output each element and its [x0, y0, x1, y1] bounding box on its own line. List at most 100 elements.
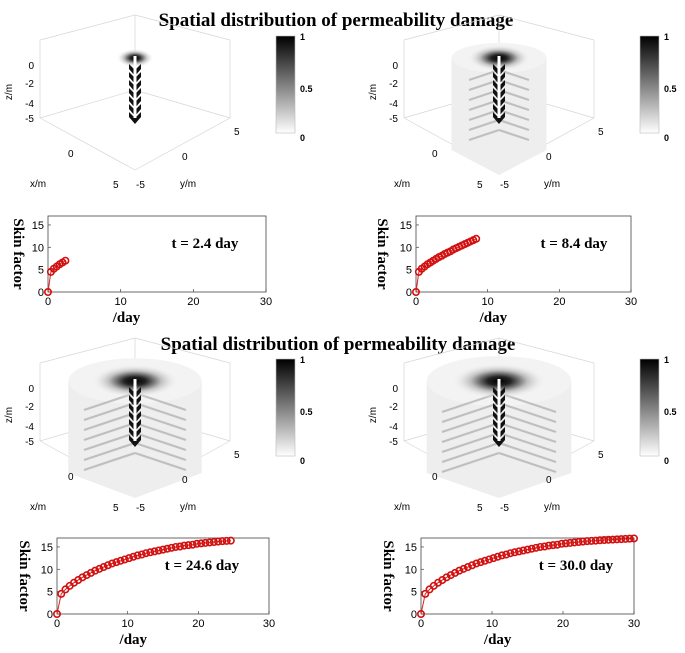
skin-data-point	[451, 568, 460, 577]
skin-data-point	[510, 548, 519, 557]
skin-data-point	[137, 550, 146, 559]
y-axis-label: Skin factor	[10, 218, 26, 290]
z-tick-label: -2	[389, 79, 398, 90]
skin-data-point	[608, 535, 617, 544]
skin-data-point	[416, 610, 425, 619]
skin-data-point	[536, 542, 545, 551]
y-tick-label: 0	[546, 152, 552, 163]
skin-data-point	[493, 552, 502, 561]
skin-data-point	[459, 564, 468, 573]
x-tick-label: 10	[482, 296, 494, 308]
y-tick-label: 5	[411, 587, 417, 599]
colorbar	[275, 35, 296, 134]
axis-frame-edge	[498, 14, 595, 41]
y-tick-label: 0	[182, 152, 188, 163]
skin-data-point	[489, 554, 498, 563]
damage-stripe	[441, 411, 557, 434]
x-tick-label: 0	[68, 149, 74, 160]
skin-data-point	[629, 534, 638, 543]
y-tick-label: 5	[406, 265, 412, 277]
z-tick-label: -4	[25, 422, 34, 433]
skin-data-point	[480, 556, 489, 565]
x-tick-label: 0	[432, 472, 438, 483]
skin-data-point	[587, 536, 596, 545]
axis-frame-edge	[134, 89, 231, 119]
skin-data-point	[476, 558, 485, 567]
damage-stripe	[441, 441, 557, 464]
skin-data-point	[583, 537, 592, 546]
skin-data-point	[497, 551, 506, 560]
skin-data-point	[116, 556, 125, 565]
z-tick-label: -5	[389, 437, 398, 448]
x-tick-label: 20	[557, 618, 569, 630]
skin-data-point	[125, 554, 134, 563]
damage-stripe	[468, 118, 530, 132]
axis-frame-edge	[39, 117, 136, 171]
skin-data-point	[519, 546, 528, 555]
z-axis-label: z/m	[368, 84, 379, 100]
x-tick-label: 0	[432, 149, 438, 160]
y-tick-label: 0	[406, 287, 412, 299]
skin-data-point	[218, 537, 227, 546]
y-tick-label: 5	[38, 265, 44, 277]
x-tick-label: 0	[54, 618, 60, 630]
x-tick-label: 30	[263, 618, 275, 630]
skin-data-point	[442, 573, 451, 582]
skin-data-point	[570, 538, 579, 547]
y-tick-label: 10	[32, 242, 44, 254]
z-tick-label: -2	[25, 79, 34, 90]
skin-data-point	[188, 540, 197, 549]
time-annotation: t = 24.6 day	[165, 558, 240, 574]
axis-frame-edge	[498, 337, 595, 364]
z-tick-label: 0	[28, 61, 34, 72]
skin-data-point	[591, 536, 600, 545]
skin-data-point	[455, 566, 464, 575]
skin-data-point	[129, 552, 138, 561]
skin-data-point	[549, 541, 558, 550]
y-tick-label: -5	[136, 180, 145, 191]
time-annotation: t = 2.4 day	[172, 236, 239, 252]
skin-data-point	[61, 256, 70, 265]
skin-data-point	[532, 543, 541, 552]
skin-data-point	[463, 563, 472, 572]
colorbar-tick-label: 0	[300, 133, 305, 143]
skin-data-point	[197, 539, 206, 548]
skin-data-point	[612, 535, 621, 544]
y-tick-label: 10	[41, 564, 53, 576]
x-tick-label: 20	[553, 296, 565, 308]
z-tick-label: -4	[389, 99, 398, 110]
skin-data-point	[103, 561, 112, 570]
skin-data-point	[578, 537, 587, 546]
z-axis-label: z/m	[368, 407, 379, 423]
skin-data-point	[222, 536, 231, 545]
colorbar-tick-label: 0	[664, 456, 669, 466]
damage-stripe	[468, 128, 530, 142]
y-tick-label: 0	[411, 609, 417, 621]
y-tick-label: 0	[182, 475, 188, 486]
x-tick-label: 0	[413, 296, 419, 308]
colorbar-tick-label: 0.5	[300, 84, 313, 94]
x-tick-label: 30	[260, 296, 272, 308]
skin-data-point	[99, 563, 108, 572]
panel-3d-top-left: 0 -2 -4 -5 z/m 0 5 x/m -5 0 5 y/m 1 0.5 0	[4, 14, 313, 191]
skin-data-point	[472, 234, 481, 243]
y-axis-label: Skin factor	[374, 218, 390, 290]
panel-skin-top-right: 0 5 10 15 0 10 20 30 Skin factor/day t = 8.4 day	[374, 215, 637, 326]
skin-data-point	[86, 568, 95, 577]
skin-data-point	[544, 541, 553, 550]
colorbar-tick-label: 1	[300, 355, 305, 365]
y-tick-label: 0	[47, 609, 53, 621]
skin-data-point	[214, 537, 223, 546]
figure-title-bottom: Spatial distribution of permeability dam…	[161, 334, 516, 355]
plot-area	[420, 537, 635, 615]
skin-data-point	[180, 541, 189, 550]
skin-data-point	[150, 547, 159, 556]
colorbar-tick-label: 0	[300, 456, 305, 466]
skin-data-point	[192, 539, 201, 548]
axis-frame-edge	[39, 14, 136, 41]
wellbore	[133, 379, 137, 441]
y-tick-label: 0	[546, 475, 552, 486]
damage-stripe	[441, 451, 557, 474]
